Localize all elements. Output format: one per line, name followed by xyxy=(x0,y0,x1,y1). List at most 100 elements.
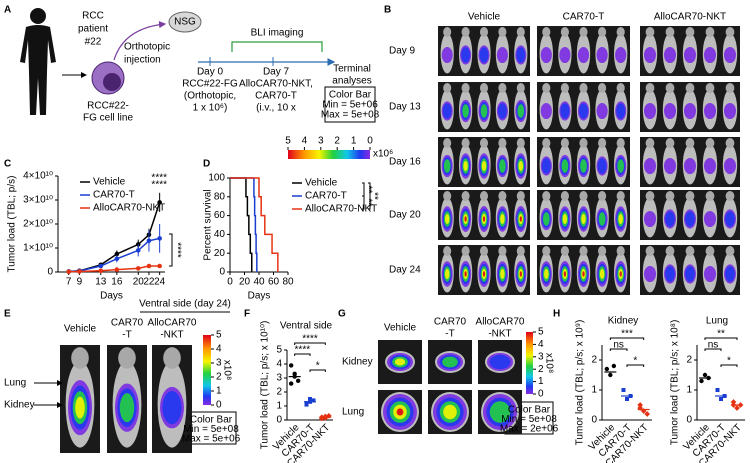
point xyxy=(621,388,626,392)
scale-tick-label: 3 xyxy=(318,136,324,147)
signal xyxy=(644,46,656,64)
cell-line-label: FG cell line xyxy=(83,113,133,124)
mouse-head xyxy=(498,138,507,148)
x-tick-label: 24 xyxy=(154,277,166,288)
signal xyxy=(665,211,675,227)
scale-tick-label: 1 xyxy=(351,136,357,147)
x-tick-label: 22 xyxy=(143,277,155,288)
point xyxy=(157,263,162,269)
y-tick-label: 2 xyxy=(276,387,282,398)
mouse-head xyxy=(645,246,655,256)
color-scale xyxy=(526,332,533,394)
scale-tick-label: 5 xyxy=(216,330,222,341)
scale-tick-label: 4 xyxy=(302,136,308,147)
signal xyxy=(464,271,467,277)
column-header: Vehicle xyxy=(468,12,501,23)
y-tick-label: 2×10¹⁰ xyxy=(23,219,53,230)
signal xyxy=(684,46,696,64)
point xyxy=(146,263,152,269)
point xyxy=(644,411,650,417)
survival-curve xyxy=(230,177,253,272)
chart-title: Kidney xyxy=(608,316,639,327)
mouse-head xyxy=(443,138,452,148)
y-axis-label: Tumor load (TBL; p/s) xyxy=(7,176,18,273)
mouse-head xyxy=(71,347,89,369)
signal xyxy=(489,401,511,423)
point xyxy=(98,268,104,274)
signal xyxy=(561,159,569,173)
day7-label: (i.v., 10 x xyxy=(256,103,296,114)
imaging-label: BLI imaging xyxy=(251,28,304,39)
signal xyxy=(518,160,524,172)
scale-unit: x10⁸ xyxy=(221,360,232,380)
bracket xyxy=(294,353,311,356)
scale-tick-label: 4 xyxy=(216,344,222,355)
mouse-head xyxy=(560,191,569,201)
y-tick-label: 100 xyxy=(208,173,225,184)
bracket xyxy=(704,337,738,340)
mouse-head xyxy=(498,191,507,201)
panel-letter: C xyxy=(4,159,11,170)
y-tick-label: 1 xyxy=(591,385,597,396)
bracket xyxy=(368,182,371,210)
y-axis-label: Percent survival xyxy=(203,189,214,260)
x-axis-label: Days xyxy=(100,291,123,302)
column-header: -NKT xyxy=(488,329,511,340)
signal xyxy=(444,268,450,280)
mouse-head xyxy=(725,191,735,201)
color-bar-box xyxy=(324,86,376,123)
signal xyxy=(519,216,522,222)
injection-label: injection xyxy=(124,55,161,66)
column-header: AlloCAR70 xyxy=(148,318,197,329)
survival-curve xyxy=(230,177,258,272)
mouse-head xyxy=(616,246,625,256)
legend-label: CAR70-T xyxy=(93,190,135,201)
scale-tick-label: 2 xyxy=(334,136,340,147)
point xyxy=(157,236,162,241)
signal xyxy=(560,103,570,119)
day0-label: (Orthotopic, xyxy=(184,91,236,102)
mouse-head xyxy=(516,27,525,37)
mouse-head xyxy=(479,191,489,201)
signal xyxy=(162,391,182,425)
mouse-head xyxy=(665,138,675,148)
legend-label: Vehicle xyxy=(93,177,126,188)
y-tick-label: 3 xyxy=(276,373,282,384)
signal xyxy=(497,103,507,119)
scale-tick-label: 1 xyxy=(538,376,544,387)
mouse-head xyxy=(560,138,569,148)
x-axis-label: Days xyxy=(248,291,271,302)
mouse-head xyxy=(542,83,551,93)
mouse-head xyxy=(479,246,489,256)
scale-tick-label: 3 xyxy=(216,358,222,369)
signal xyxy=(496,46,508,64)
signal xyxy=(544,268,549,280)
x-tick-label: 20 xyxy=(133,277,145,288)
patient-label: #22 xyxy=(85,37,102,48)
signal xyxy=(482,216,486,222)
mouse-head xyxy=(725,83,735,93)
x-tick-label: 0 xyxy=(227,277,233,288)
y-tick-label: 0 xyxy=(47,267,53,278)
day0-label: Day 0 xyxy=(197,67,224,78)
point xyxy=(114,256,120,262)
signal xyxy=(665,266,675,282)
point xyxy=(288,381,294,386)
significance: ** xyxy=(362,199,373,207)
signal xyxy=(684,157,696,175)
mouse-head xyxy=(645,83,655,93)
signal xyxy=(479,47,489,63)
color-bar-text: Color Bar xyxy=(329,90,372,101)
point xyxy=(604,366,610,372)
signal xyxy=(597,158,607,174)
mouse-head xyxy=(516,246,525,256)
signal xyxy=(541,158,551,174)
mouse-head xyxy=(560,246,569,256)
color-bar-text: Color Bar xyxy=(508,405,551,416)
bracket xyxy=(626,364,645,367)
legend-label: AlloCAR70-NKT xyxy=(93,203,165,214)
color-bar-text: Max = 5e+06 xyxy=(182,434,241,445)
y-tick-label: 5 xyxy=(276,345,282,356)
mouse-head xyxy=(598,246,607,256)
bracket xyxy=(609,348,628,351)
